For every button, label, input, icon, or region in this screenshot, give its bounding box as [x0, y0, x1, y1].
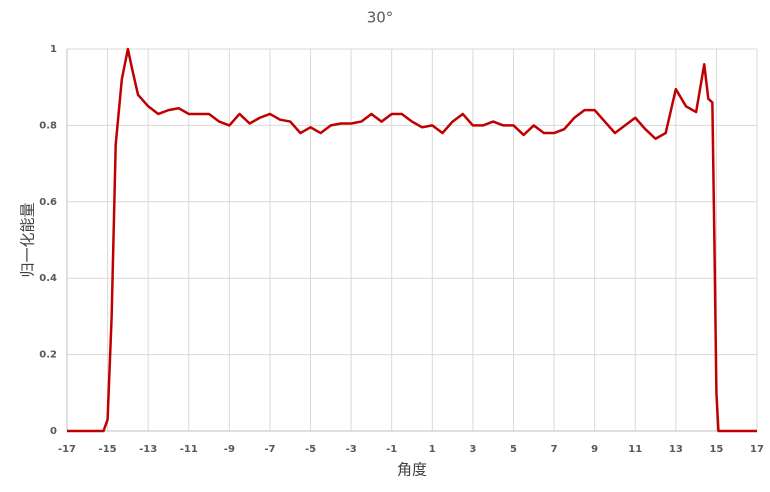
x-tick-label: 1 — [429, 444, 436, 455]
x-tick-label: -13 — [139, 444, 157, 455]
x-tick-label: 3 — [469, 444, 476, 455]
x-tick-label: 15 — [709, 444, 723, 455]
y-tick-label: 1 — [50, 44, 57, 55]
x-tick-label: -3 — [346, 444, 357, 455]
y-tick-label: 0.8 — [39, 120, 57, 131]
x-tick-label: 17 — [750, 444, 764, 455]
x-tick-label: -11 — [180, 444, 198, 455]
y-tick-label: 0.4 — [39, 273, 57, 284]
x-tick-label: 13 — [669, 444, 683, 455]
x-tick-label: 9 — [591, 444, 598, 455]
x-tick-label: 5 — [510, 444, 517, 455]
y-tick-label: 0 — [50, 426, 57, 437]
y-tick-label: 0.2 — [39, 350, 57, 361]
x-tick-label: -7 — [264, 444, 275, 455]
x-tick-label: -9 — [224, 444, 235, 455]
x-tick-label: -15 — [99, 444, 117, 455]
line — [67, 47, 757, 433]
x-tick-label: -1 — [386, 444, 397, 455]
x-tick-label: 7 — [551, 444, 558, 455]
chart-title: 30° — [367, 9, 394, 27]
x-axis-label: 角度 — [397, 461, 427, 479]
y-tick-label: 0.6 — [39, 197, 57, 208]
x-tick-label: -5 — [305, 444, 316, 455]
x-tick-label: -17 — [58, 444, 76, 455]
y-axis-label: 归一化能量 — [19, 202, 37, 277]
x-tick-label: 11 — [628, 444, 642, 455]
